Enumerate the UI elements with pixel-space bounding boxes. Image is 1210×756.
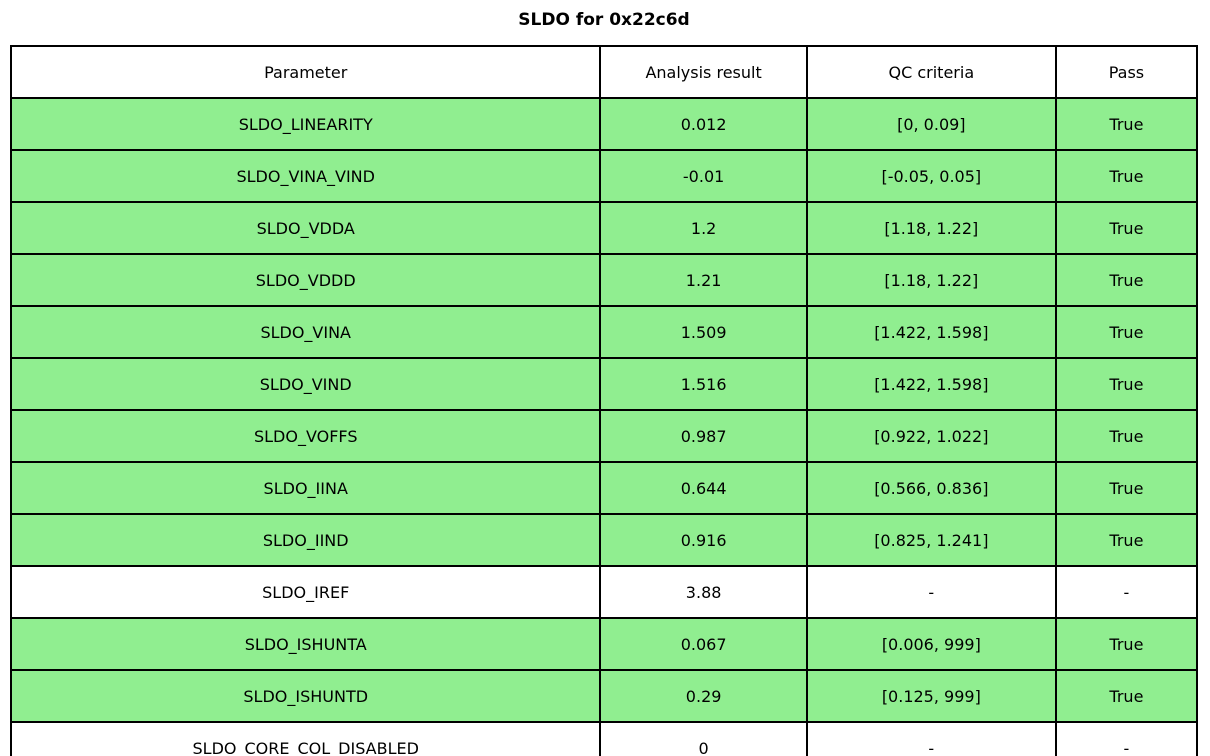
parameter-cell: SLDO_VINA_VIND — [9, 149, 602, 203]
table-row: SLDO_ISHUNTD 0.29 [0.125, 999] True — [9, 669, 1199, 723]
parameter-cell: SLDO_VDDA — [9, 201, 602, 255]
header-row: Parameter Analysis result QC criteria Pa… — [9, 45, 1199, 99]
parameter-cell: SLDO_VINA — [9, 305, 602, 359]
analysis-result-cell: 0.987 — [599, 409, 808, 463]
qc-criteria-cell: [1.18, 1.22] — [805, 201, 1057, 255]
pass-cell: True — [1054, 409, 1199, 463]
qc-criteria-cell: [0.922, 1.022] — [805, 409, 1057, 463]
table-row: SLDO_IINA 0.644 [0.566, 0.836] True — [9, 461, 1199, 515]
parameter-cell: SLDO_VIND — [9, 357, 602, 411]
analysis-result-cell: 0.012 — [599, 97, 808, 151]
analysis-result-cell: -0.01 — [599, 149, 808, 203]
col-header-qc-criteria: QC criteria — [805, 45, 1057, 99]
qc-criteria-cell: [1.422, 1.598] — [805, 305, 1057, 359]
col-header-parameter: Parameter — [9, 45, 602, 99]
pass-cell: True — [1054, 253, 1199, 307]
pass-cell: True — [1054, 617, 1199, 671]
pass-cell: True — [1054, 461, 1199, 515]
qc-criteria-cell: [0.825, 1.241] — [805, 513, 1057, 567]
col-header-pass: Pass — [1054, 45, 1199, 99]
table-row: SLDO_ISHUNTA 0.067 [0.006, 999] True — [9, 617, 1199, 671]
qc-criteria-cell: - — [805, 721, 1057, 756]
table-row: SLDO_LINEARITY 0.012 [0, 0.09] True — [9, 97, 1199, 151]
qc-criteria-cell: [0.566, 0.836] — [805, 461, 1057, 515]
pass-cell: True — [1054, 357, 1199, 411]
parameter-cell: SLDO_ISHUNTA — [9, 617, 602, 671]
page-title: SLDO for 0x22c6d — [518, 10, 690, 30]
analysis-result-cell: 1.509 — [599, 305, 808, 359]
pass-cell: True — [1054, 305, 1199, 359]
table-row: SLDO_VDDD 1.21 [1.18, 1.22] True — [9, 253, 1199, 307]
qc-criteria-cell: [0, 0.09] — [805, 97, 1057, 151]
parameter-cell: SLDO_CORE_COL_DISABLED — [9, 721, 602, 756]
analysis-result-cell: 0.916 — [599, 513, 808, 567]
analysis-result-cell: 0.29 — [599, 669, 808, 723]
qc-criteria-cell: - — [805, 565, 1057, 619]
pass-cell: True — [1054, 149, 1199, 203]
pass-cell: - — [1054, 565, 1199, 619]
table-row: SLDO_CORE_COL_DISABLED 0- - — [9, 721, 1199, 756]
table-row: SLDO_VINA_VIND -0.01 [-0.05, 0.05] True — [9, 149, 1199, 203]
parameter-cell: SLDO_VDDD — [9, 253, 602, 307]
analysis-result-cell: 1.516 — [599, 357, 808, 411]
table-row: SLDO_VOFFS 0.987 [0.922, 1.022] True — [9, 409, 1199, 463]
table-row: SLDO_IIND 0.916 [0.825, 1.241] True — [9, 513, 1199, 567]
qc-criteria-cell: [0.006, 999] — [805, 617, 1057, 671]
pass-cell: True — [1054, 201, 1199, 255]
parameter-cell: SLDO_IINA — [9, 461, 602, 515]
qc-results-table: Parameter Analysis result QC criteria Pa… — [9, 45, 1199, 756]
qc-criteria-cell: [-0.05, 0.05] — [805, 149, 1057, 203]
table-body: SLDO_LINEARITY 0.012 [0, 0.09] True SLDO_VIN… — [9, 97, 1199, 756]
table-row: SLDO_VDDA 1.2 [1.18, 1.22] True — [9, 201, 1199, 255]
pass-cell: True — [1054, 97, 1199, 151]
analysis-result-cell: 0.067 — [599, 617, 808, 671]
parameter-cell: SLDO_ISHUNTD — [9, 669, 602, 723]
parameter-cell: SLDO_IREF — [9, 565, 602, 619]
analysis-result-cell: 3.88 — [599, 565, 808, 619]
qc-criteria-cell: [1.18, 1.22] — [805, 253, 1057, 307]
col-header-analysis-result: Analysis result — [599, 45, 808, 99]
table-row: SLDO_VIND 1.516 [1.422, 1.598] True — [9, 357, 1199, 411]
analysis-result-cell: 0 — [599, 721, 808, 756]
parameter-cell: SLDO_IIND — [9, 513, 602, 567]
parameter-cell: SLDO_VOFFS — [9, 409, 602, 463]
analysis-result-cell: 0.644 — [599, 461, 808, 515]
table-row: SLDO_IREF 3.88- - — [9, 565, 1199, 619]
analysis-result-cell: 1.21 — [599, 253, 808, 307]
analysis-result-cell: 1.2 — [599, 201, 808, 255]
pass-cell: True — [1054, 669, 1199, 723]
pass-cell: - — [1054, 721, 1199, 756]
table-row: SLDO_VINA 1.509 [1.422, 1.598] True — [9, 305, 1199, 359]
qc-criteria-cell: [0.125, 999] — [805, 669, 1057, 723]
pass-cell: True — [1054, 513, 1199, 567]
qc-criteria-cell: [1.422, 1.598] — [805, 357, 1057, 411]
parameter-cell: SLDO_LINEARITY — [9, 97, 602, 151]
